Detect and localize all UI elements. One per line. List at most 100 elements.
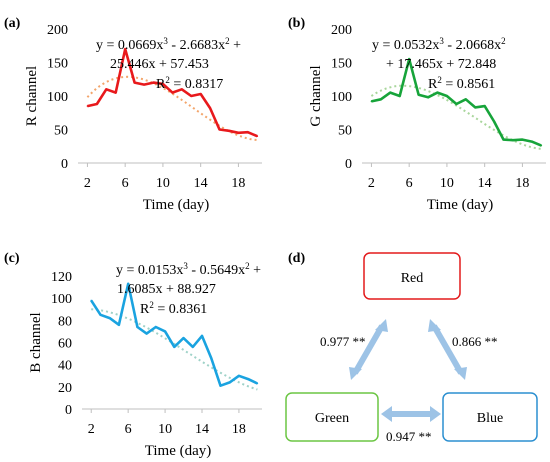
data-point xyxy=(464,98,467,101)
trendline xyxy=(91,308,258,391)
y-axis-title: B channel xyxy=(28,312,44,372)
data-point xyxy=(162,83,164,85)
edge-label-green-blue: 0.947 ** xyxy=(386,429,432,444)
data-point xyxy=(219,384,222,387)
panel-label-c: (c) xyxy=(4,251,20,266)
y-tick-label: 100 xyxy=(331,90,352,105)
y-tick-label: 120 xyxy=(51,270,72,285)
data-point xyxy=(521,138,524,141)
data-point xyxy=(136,326,139,328)
data-point xyxy=(228,381,231,384)
y-tick-label: 80 xyxy=(58,314,72,329)
x-tick-label: 18 xyxy=(231,176,245,191)
regression-equation-line: y = 0.0153x3 - 0.5649x2 + xyxy=(116,261,261,278)
data-point xyxy=(118,323,120,326)
data-point xyxy=(90,299,93,302)
data-point xyxy=(237,132,240,134)
y-tick-label: 100 xyxy=(51,292,72,307)
x-tick-label: 2 xyxy=(88,422,95,437)
data-point xyxy=(256,135,259,137)
regression-equation-line: R2 = 0.8361 xyxy=(140,300,207,317)
data-point xyxy=(155,326,157,328)
data-point xyxy=(86,105,89,107)
x-tick-label: 10 xyxy=(158,422,172,437)
data-point xyxy=(99,313,102,316)
x-tick-label: 6 xyxy=(122,176,129,191)
x-tick-label: 18 xyxy=(232,422,246,437)
correlation-diagram: (d) Red Green Blue 0.977 ** 0.866 ** 0.9… xyxy=(285,251,538,444)
chart-panel-c: (c) 0 20 40 60 80 100 120 2 6 10 14 18 Time (day) B ch… xyxy=(4,251,262,459)
y-tick-label: 200 xyxy=(47,23,68,38)
x-axis-title: Time (day) xyxy=(143,197,210,213)
data-point xyxy=(247,131,249,133)
data-point xyxy=(417,93,420,96)
panel-label-b: (b) xyxy=(288,16,305,31)
y-axis-title: R channel xyxy=(24,66,40,126)
y-tick-label: 0 xyxy=(61,157,68,172)
data-point xyxy=(180,88,183,91)
data-point xyxy=(256,382,259,385)
x-tick-label: 10 xyxy=(440,176,454,191)
data-point xyxy=(199,93,202,95)
x-tick-label: 14 xyxy=(195,422,209,437)
node-blue xyxy=(442,392,538,442)
x-tick-label: 10 xyxy=(156,176,170,191)
data-point xyxy=(370,100,373,103)
data-point xyxy=(398,95,401,97)
data-point xyxy=(512,139,514,142)
x-tick-label: 6 xyxy=(406,176,413,191)
data-point xyxy=(446,95,448,97)
x-axis-title: Time (day) xyxy=(427,197,494,213)
y-tick-label: 0 xyxy=(65,403,72,418)
data-point xyxy=(493,120,495,123)
regression-equation-line: 1.6085x + 88.927 xyxy=(117,282,216,297)
y-tick-label: 150 xyxy=(47,57,68,72)
data-point xyxy=(201,335,203,337)
y-tick-label: 150 xyxy=(331,57,352,72)
data-point xyxy=(96,103,98,105)
data-point xyxy=(124,48,126,50)
data-point xyxy=(408,58,410,60)
data-point xyxy=(133,81,136,84)
regression-equation-line: y = 0.0532x3 - 2.0668x2 xyxy=(372,36,506,53)
regression-equation-line: 25.446x + 57.453 xyxy=(110,57,209,72)
data-point xyxy=(108,317,111,319)
y-tick-label: 20 xyxy=(58,381,72,396)
data-point xyxy=(483,105,486,107)
y-tick-label: 0 xyxy=(345,157,352,172)
data-point xyxy=(228,130,230,132)
data-point xyxy=(455,103,458,105)
data-point xyxy=(247,378,249,380)
trendline xyxy=(370,84,542,150)
y-tick-label: 50 xyxy=(338,124,352,139)
data-point xyxy=(389,91,392,94)
y-axis-title: G channel xyxy=(308,65,324,126)
regression-equation-line: R2 = 0.8317 xyxy=(156,75,223,92)
arrow-red-green xyxy=(349,319,388,380)
data-point xyxy=(380,98,382,101)
data-point xyxy=(238,374,240,377)
data-point xyxy=(171,91,174,94)
y-tick-label: 50 xyxy=(54,124,68,139)
data-point xyxy=(209,107,211,109)
chart-panel-b: (b) 0 50 100 150 200 2 6 10 14 18 Time (day) G chann… xyxy=(288,16,546,213)
data-point xyxy=(164,330,166,333)
panel-label-d: (d) xyxy=(288,251,305,266)
data-series-line xyxy=(90,282,258,387)
node-green-label: Green xyxy=(315,411,349,426)
data-point xyxy=(152,81,155,84)
y-tick-label: 100 xyxy=(47,90,68,105)
x-tick-label: 2 xyxy=(368,176,375,191)
data-point xyxy=(190,95,193,97)
node-red-label: Red xyxy=(401,271,424,286)
data-point xyxy=(436,91,439,94)
node-green xyxy=(285,392,379,442)
chart-panel-a: (a) 0 50 100 150 200 2 6 10 14 18 Time (day) R chann… xyxy=(4,16,262,213)
y-tick-label: 60 xyxy=(58,337,72,352)
node-blue-label: Blue xyxy=(477,411,503,426)
edge-label-red-blue: 0.866 ** xyxy=(452,334,498,349)
node-red xyxy=(363,252,461,300)
x-tick-label: 18 xyxy=(515,176,529,191)
data-point xyxy=(474,106,477,109)
